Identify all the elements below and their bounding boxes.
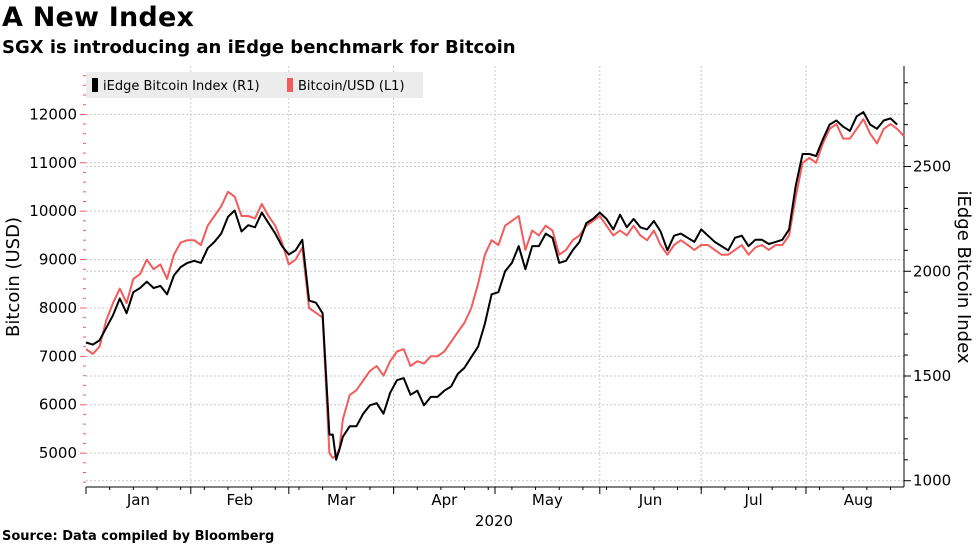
left-tick-label: 10000 (29, 202, 77, 220)
x-tick-label: Jan (126, 491, 150, 509)
left-tick-label: 7000 (39, 347, 77, 365)
left-tick-label: 8000 (39, 299, 77, 317)
legend-label-btc: Bitcoin/USD (L1) (298, 79, 405, 94)
axis-layer: 5000 6000 7000 8000 9000 10000 11000 12000 1000 1… (29, 66, 951, 509)
left-tick-label: 6000 (39, 396, 77, 414)
left-tick-label: 9000 (39, 251, 77, 269)
left-tick-label: 12000 (29, 105, 77, 123)
chart-title: A New Index (2, 2, 195, 33)
right-axis-title: iEdge Bitcoin Index (953, 190, 974, 363)
x-tick-label: May (532, 491, 563, 509)
right-tick-label: 1000 (913, 472, 951, 490)
x-tick-label: Mar (327, 491, 356, 509)
series-line-iedge-index (85, 111, 898, 461)
legend-label-index: iEdge Bitcoin Index (R1) (103, 79, 260, 94)
series-layer (85, 111, 905, 461)
grid-layer (86, 66, 904, 487)
left-tick-label: 11000 (29, 154, 77, 172)
right-tick-label: 2500 (913, 158, 951, 176)
series-line-bitcoin-usd (85, 118, 905, 459)
right-tick-label: 2000 (913, 262, 951, 280)
x-axis-year-label: 2020 (475, 512, 513, 530)
legend-swatch-index (92, 78, 98, 92)
chart-subtitle: SGX is introducing an iEdge benchmark fo… (2, 37, 516, 58)
source-note: Source: Data compiled by Bloomberg (2, 529, 275, 544)
legend-background (86, 72, 423, 98)
legend: iEdge Bitcoin Index (R1) Bitcoin/USD (L1… (86, 72, 423, 98)
x-tick-label: Apr (431, 491, 458, 509)
x-tick-label: Feb (227, 491, 254, 509)
left-tick-label: 5000 (39, 444, 77, 462)
left-axis-title: Bitcoin (USD) (3, 217, 24, 337)
x-tick-label: Aug (844, 491, 873, 509)
x-tick-label: Jun (638, 491, 662, 509)
right-tick-label: 1500 (913, 367, 951, 385)
legend-swatch-btc (287, 78, 293, 92)
x-tick-label: Jul (744, 491, 763, 509)
